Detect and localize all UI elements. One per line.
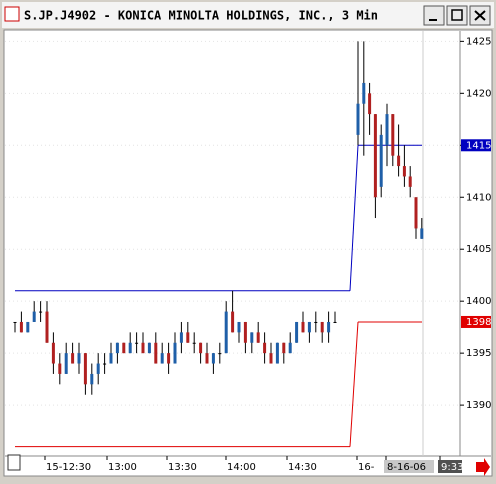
y-tick-label: 1410 (466, 192, 491, 203)
candle-body (51, 342, 55, 364)
candle-body (224, 311, 228, 354)
y-tick-label: 1420 (466, 88, 491, 99)
candle-body (256, 332, 260, 343)
candle-body (288, 342, 292, 354)
x-tick-label: 14:30 (288, 462, 317, 473)
candle-body (83, 353, 87, 385)
candle-body (218, 353, 222, 355)
candle-body (32, 311, 36, 322)
plot: 1390139514001405141014151420142514151398… (5, 36, 491, 473)
x-tick-label: 13:30 (168, 462, 197, 473)
price-label-box (461, 315, 491, 328)
candle-body (173, 342, 177, 364)
x-tick-label: 14:00 (227, 462, 256, 473)
candle-body (179, 332, 183, 343)
app-icon (4, 6, 20, 22)
candle-body (205, 353, 209, 364)
candle-body (154, 342, 158, 364)
candle-body (269, 353, 273, 364)
x-tick-label: 16- (358, 462, 375, 473)
candle-body (231, 311, 235, 333)
candle-body (109, 353, 113, 364)
candle-body (45, 311, 49, 343)
close-icon (474, 10, 486, 21)
candle-body (58, 363, 62, 374)
candle-body (402, 166, 406, 177)
y-tick-label: 1400 (466, 296, 491, 307)
candle-body (385, 114, 389, 146)
candle-body (333, 321, 337, 323)
candle-body (314, 321, 318, 323)
y-tick-label: 1405 (466, 244, 491, 255)
level-connector (349, 321, 359, 447)
price-label: 1415 (466, 140, 491, 151)
candle-body (147, 342, 151, 354)
title-bar (2, 2, 494, 28)
candle-body (77, 353, 81, 364)
scroll-arrow[interactable] (476, 458, 490, 476)
x-tick-label: 13:00 (108, 462, 137, 473)
scroll-box[interactable] (7, 454, 21, 471)
candle-body (301, 321, 305, 333)
candle-body (307, 321, 311, 333)
candle-body (96, 363, 100, 374)
candle-body (39, 311, 43, 313)
candle-body (211, 353, 215, 364)
window-title: S.JP.J4902 - KONICA MINOLTA HOLDINGS, IN… (24, 9, 378, 23)
candle-body (356, 103, 360, 135)
candle-body (397, 155, 401, 167)
y-tick-label: 1390 (466, 400, 491, 411)
candle-body (71, 353, 75, 364)
candle-body (362, 82, 366, 104)
candle-body (13, 321, 17, 323)
candle-body (295, 321, 299, 343)
candle-body (391, 114, 395, 156)
candle-body (90, 373, 94, 385)
candle-body (263, 342, 267, 354)
candle-body (192, 342, 196, 344)
candle-body (128, 342, 132, 354)
level-connector (349, 145, 359, 291)
candle-body (135, 342, 139, 344)
candle-body (141, 342, 145, 354)
x-tick-label: 9:33 (441, 462, 463, 473)
candle-body (250, 332, 254, 343)
y-tick-label: 1395 (466, 348, 491, 359)
minimize-button[interactable] (423, 5, 445, 26)
candle-body (327, 321, 331, 333)
candle-body (320, 321, 324, 333)
maximize-icon (451, 9, 463, 21)
candle-body (64, 353, 68, 374)
candle-body (408, 176, 412, 187)
candle-body (122, 342, 126, 354)
candle-body (160, 353, 164, 364)
x-tick-label: 8-16-06 (387, 462, 426, 473)
candle-body (368, 93, 372, 115)
candle-body (26, 321, 30, 333)
candle-body (373, 114, 377, 198)
candle-body (420, 228, 424, 239)
y-tick-label: 1425 (466, 36, 491, 47)
candle-body (19, 321, 23, 333)
price-label: 1398 (466, 317, 491, 328)
candle-body (282, 342, 286, 354)
candle-body (103, 363, 107, 365)
candle-body (115, 342, 119, 354)
candle-body (275, 342, 279, 364)
date-box (384, 460, 434, 473)
candle-body (186, 332, 190, 343)
candle-body (414, 197, 418, 229)
maximize-button[interactable] (446, 5, 468, 26)
candle-body (243, 321, 247, 343)
candle-body (199, 342, 203, 354)
x-tick-label: 15-12:30 (46, 462, 91, 473)
candle-body (237, 321, 241, 333)
chart-area (3, 29, 493, 477)
candle-body (379, 134, 383, 187)
price-label-box (461, 139, 491, 152)
candle-body (167, 353, 171, 364)
time-box (438, 460, 462, 473)
